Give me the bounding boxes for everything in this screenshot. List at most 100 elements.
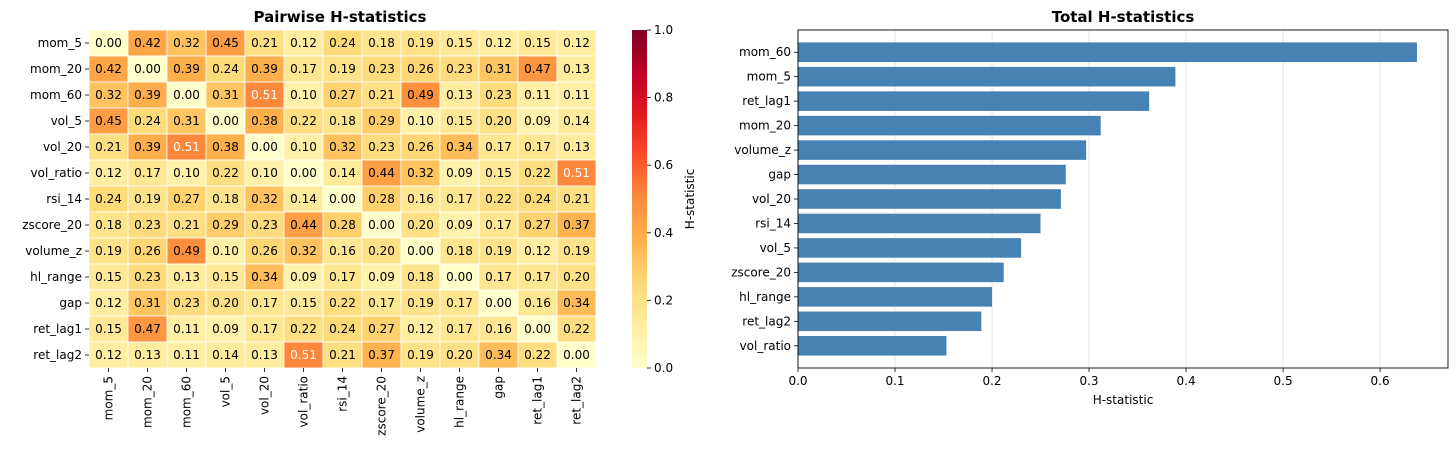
heatmap-cell-label: 0.28 (329, 218, 356, 232)
heatmap-cell (88, 81, 129, 109)
heatmap-cell-label: 0.45 (212, 36, 239, 50)
heatmap-cell-label: 0.15 (95, 270, 122, 284)
heatmap-cell-label: 0.18 (407, 270, 434, 284)
heatmap-cell-label: 0.47 (134, 322, 161, 336)
heatmap-cell-label: 0.00 (329, 192, 356, 206)
heatmap-cell (517, 237, 558, 265)
heatmap-row-label: ret_lag2 (33, 348, 82, 362)
heatmap-row-label: vol_20 (43, 140, 82, 154)
bar (798, 262, 1004, 283)
heatmap-cell-label: 0.23 (134, 270, 161, 284)
heatmap-cell-label: 0.12 (290, 36, 317, 50)
heatmap-cell-label: 0.15 (95, 322, 122, 336)
heatmap-cell (205, 211, 246, 239)
heatmap-cell (478, 81, 519, 109)
heatmap-cell-label: 0.00 (407, 244, 434, 258)
bar (798, 311, 982, 332)
heatmap-cell-label: 0.37 (563, 218, 590, 232)
heatmap-cell (166, 341, 207, 369)
heatmap-cell (88, 211, 129, 239)
heatmap-cell (517, 341, 558, 369)
colorbar-ticks: 0.0 0.2 0.4 0.6 0.8 1.0 (647, 23, 673, 375)
heatmap-cell-label: 0.27 (368, 322, 395, 336)
heatmap-cell-label: 0.19 (407, 348, 434, 362)
heatmap-cell-label: 0.24 (212, 62, 239, 76)
heatmap-cell (166, 263, 207, 291)
heatmap-cell (556, 341, 597, 369)
heatmap-cell (361, 55, 402, 83)
heatmap-cell (361, 133, 402, 161)
heatmap-cell (556, 133, 597, 161)
heatmap-cell-label: 0.22 (290, 114, 317, 128)
heatmap-cell-label: 0.24 (95, 192, 122, 206)
heatmap-cell-label: 0.12 (95, 296, 122, 310)
heatmap-cell (322, 107, 363, 135)
heatmap-cell-label: 0.29 (212, 218, 239, 232)
heatmap-cell-label: 0.29 (368, 114, 395, 128)
bar-x-axis-label: H-statistic (1093, 393, 1154, 407)
heatmap-cell-label: 0.24 (134, 114, 161, 128)
heatmap-cell-label: 0.15 (446, 36, 473, 50)
heatmap-col-label: gap (492, 376, 506, 399)
heatmap-cell-label: 0.32 (329, 140, 356, 154)
colorbar-gradient (632, 30, 647, 368)
heatmap-cell (244, 107, 285, 135)
heatmap-cell-label: 0.13 (563, 62, 590, 76)
heatmap-cell-label: 0.19 (485, 244, 512, 258)
heatmap-row-label: zscore_20 (22, 218, 82, 232)
heatmap-row-label: rsi_14 (46, 192, 82, 206)
heatmap-cell-label: 0.20 (407, 218, 434, 232)
heatmap-cell (283, 341, 324, 369)
heatmap-panel: Pairwise H-statistics 0.00 0.42 0.32 0.45 0.… (22, 8, 697, 436)
heatmap-cell-label: 0.34 (485, 348, 512, 362)
heatmap-cell (517, 289, 558, 317)
heatmap-cell-label: 0.31 (173, 114, 200, 128)
heatmap-cell-label: 0.09 (446, 166, 473, 180)
heatmap-cell-label: 0.32 (290, 244, 317, 258)
heatmap-col-label: vol_5 (219, 376, 233, 407)
heatmap-cell-label: 0.19 (134, 192, 161, 206)
heatmap-cell (556, 55, 597, 83)
heatmap-cell (166, 237, 207, 265)
heatmap-cell (127, 107, 168, 135)
bar (798, 42, 1417, 63)
bar (798, 115, 1101, 136)
bar-category-label: mom_5 (747, 70, 791, 84)
heatmap-cell-label: 0.15 (212, 270, 239, 284)
heatmap-cell-label: 0.17 (329, 270, 356, 284)
heatmap-cell-label: 0.20 (563, 270, 590, 284)
heatmap-cell-label: 0.10 (173, 166, 200, 180)
heatmap-cell-label: 0.31 (485, 62, 512, 76)
heatmap-cell-label: 0.00 (485, 296, 512, 310)
heatmap-cell (244, 159, 285, 187)
heatmap-cell-label: 0.32 (251, 192, 278, 206)
heatmap-title: Pairwise H-statistics (254, 8, 427, 26)
bar-category-label: vol_20 (752, 192, 791, 206)
colorbar-tick-label: 0.0 (654, 361, 673, 375)
heatmap-row-label: vol_ratio (31, 166, 82, 180)
heatmap-cell (244, 289, 285, 317)
colorbar-tick-label: 0.6 (654, 158, 673, 172)
heatmap-cell (88, 29, 129, 57)
heatmap-cell-label: 0.00 (524, 322, 551, 336)
heatmap-cell (439, 133, 480, 161)
heatmap-labels: mom_5mom_20mom_60vol_5vol_20vol_ratiorsi… (22, 36, 583, 436)
heatmap-cell (166, 133, 207, 161)
heatmap-cell (556, 263, 597, 291)
heatmap-cell (439, 315, 480, 343)
heatmap-cell-label: 0.21 (173, 218, 200, 232)
heatmap-cell-label: 0.09 (524, 114, 551, 128)
heatmap-cell (127, 55, 168, 83)
bar (798, 189, 1061, 209)
heatmap-cell (244, 315, 285, 343)
heatmap-cell (283, 133, 324, 161)
heatmap-cell-label: 0.11 (173, 322, 200, 336)
heatmap-cell-label: 0.44 (368, 166, 395, 180)
heatmap-cell (361, 159, 402, 187)
heatmap-cell-label: 0.00 (212, 114, 239, 128)
heatmap-cell-label: 0.00 (368, 218, 395, 232)
bar-category-label: ret_lag2 (742, 314, 791, 328)
heatmap-cell (439, 185, 480, 213)
heatmap-cell (556, 159, 597, 187)
